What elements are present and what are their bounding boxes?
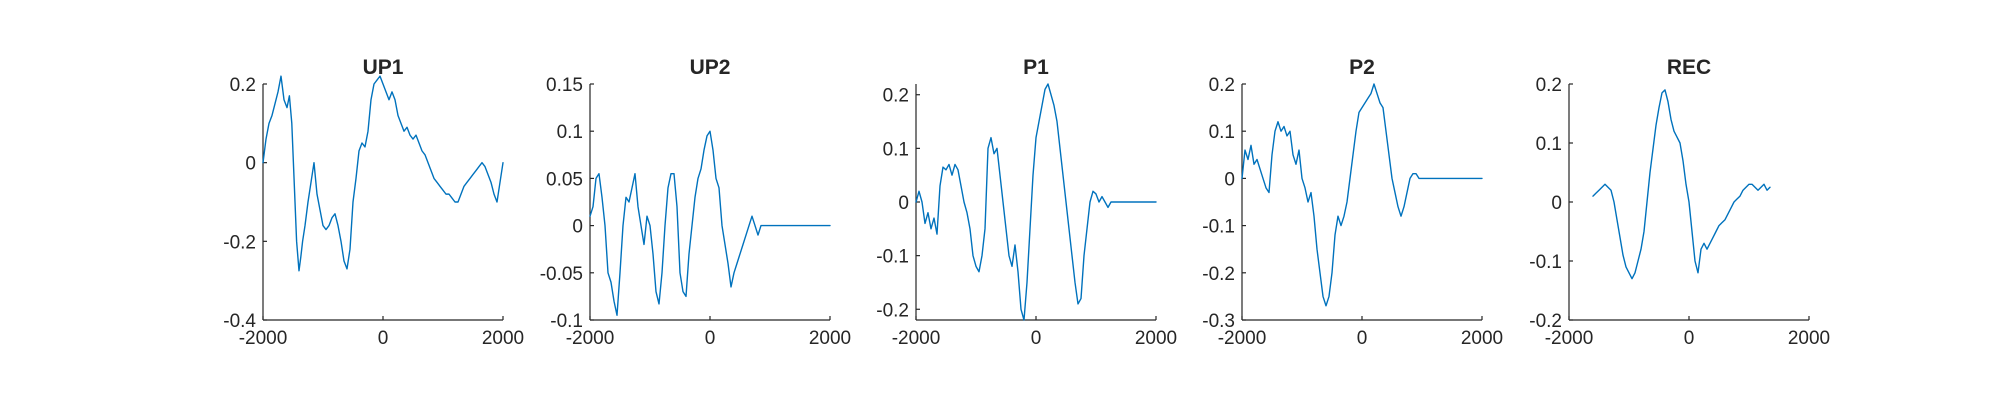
y-tick-label: -0.2	[1202, 264, 1235, 285]
y-tick-label: -0.2	[876, 300, 909, 321]
y-tick-label: 0.2	[230, 75, 256, 96]
y-tick-label: -0.4	[223, 311, 256, 332]
x-tick-label: 0	[705, 328, 716, 349]
y-tick-label: 0.1	[883, 139, 909, 160]
x-tick-label: -2000	[1545, 328, 1594, 349]
y-tick-label: -0.1	[1202, 217, 1235, 238]
y-tick-label: 0.2	[883, 86, 909, 107]
x-tick-label: -2000	[239, 328, 288, 349]
y-tick-label: 0.2	[1209, 75, 1235, 96]
y-tick-label: 0	[1224, 169, 1235, 190]
y-tick-label: 0	[898, 193, 909, 214]
chart-title: P1	[1023, 56, 1049, 79]
y-tick-label: 0	[1551, 193, 1562, 214]
y-tick-label: 0.05	[546, 169, 583, 190]
series-line	[589, 130, 831, 316]
y-tick-label: -0.05	[540, 264, 583, 285]
y-tick-label: -0.1	[1529, 252, 1562, 273]
y-tick-label: -0.2	[223, 232, 256, 253]
chart-panel-p1: P1 -0.2 -0.1 0 0.1 0.2 -2000 0 2000	[876, 56, 1177, 349]
y-tick-label: -0.3	[1202, 311, 1235, 332]
chart-title: P2	[1349, 56, 1375, 79]
y-tick-label: 0.15	[546, 75, 583, 96]
x-tick-label: 0	[1031, 328, 1042, 349]
chart-panel-up1: UP1 -0.4 -0.2 0 0.2 -2000 0 2000	[223, 56, 524, 349]
series-line	[1592, 89, 1771, 280]
series-line	[262, 75, 504, 272]
chart-panel-rec: REC -0.2 -0.1 0 0.1 0.2 -2000 0 2000	[1529, 56, 1830, 349]
series-line	[1241, 83, 1483, 307]
y-tick-label: 0	[572, 217, 583, 238]
x-tick-label: 0	[378, 328, 389, 349]
chart-title: UP2	[690, 56, 731, 79]
series-line	[915, 83, 1157, 321]
chart-panel-up2: UP2 -0.1 -0.05 0 0.05 0.1 0.15 -2000 0 2000	[540, 56, 851, 349]
x-tick-label: 2000	[1135, 328, 1177, 349]
y-tick-label: 0.1	[557, 122, 583, 143]
x-tick-label: 0	[1684, 328, 1695, 349]
y-tick-label: 0.1	[1536, 134, 1562, 155]
chart-title: UP1	[363, 56, 404, 79]
x-tick-label: 0	[1357, 328, 1368, 349]
y-tick-label: 0.1	[1209, 122, 1235, 143]
x-tick-label: 2000	[809, 328, 851, 349]
y-tick-label: 0	[245, 154, 256, 175]
y-tick-label: -0.1	[550, 311, 583, 332]
y-tick-label: -0.1	[876, 247, 909, 268]
x-tick-label: 2000	[1788, 328, 1830, 349]
x-tick-label: 2000	[482, 328, 524, 349]
y-tick-label: -0.2	[1529, 311, 1562, 332]
chart-title: REC	[1667, 56, 1711, 79]
x-tick-label: -2000	[892, 328, 941, 349]
x-tick-label: -2000	[566, 328, 615, 349]
y-tick-label: 0.2	[1536, 75, 1562, 96]
chart-panel-p2: P2 -0.3 -0.2 -0.1 0 0.1 0.2 -2000 0 2000	[1202, 56, 1503, 349]
x-tick-label: -2000	[1218, 328, 1267, 349]
x-tick-label: 2000	[1461, 328, 1503, 349]
